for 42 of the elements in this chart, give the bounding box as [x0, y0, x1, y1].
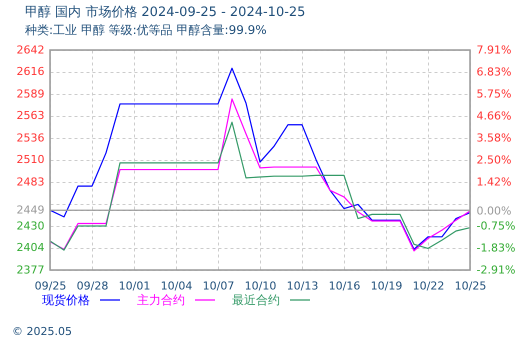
legend-label: 最近合约 [232, 293, 280, 307]
y2-tick-label: 0.00% [476, 204, 512, 218]
x-tick-label: 10/22 [412, 280, 444, 292]
y2-tick-label: -2.91% [476, 264, 516, 276]
x-tick-label: 10/10 [244, 280, 276, 292]
x-tick-label: 09/25 [34, 280, 66, 292]
y2-tick-label: -0.75% [476, 220, 516, 233]
y-tick-label: 2449 [16, 204, 44, 217]
y-tick-label: 2616 [16, 65, 44, 78]
y-tick-label: 2536 [16, 132, 44, 144]
x-tick-label: 10/04 [160, 280, 192, 292]
x-tick-label: 09/28 [76, 280, 108, 292]
y2-tick-label: 1.42% [476, 175, 512, 188]
x-tick-label: 10/07 [202, 280, 234, 292]
y-tick-label: 2589 [16, 88, 44, 100]
y2-tick-label: 2.50% [476, 154, 512, 166]
y-tick-label: 2510 [16, 153, 44, 166]
y-tick-label: 2642 [16, 44, 44, 56]
x-tick-label: 10/19 [370, 280, 402, 292]
y2-tick-label: 7.91% [476, 44, 512, 56]
y-tick-label: 2483 [16, 176, 44, 188]
chart-subtitle: 种类:工业 甲醇 等级:优等品 甲醇含量:99.9% [25, 23, 267, 37]
y2-tick-label: 4.66% [476, 110, 512, 123]
text: © 2025.05 [12, 325, 72, 338]
line-series [49, 122, 471, 251]
y-tick-label: 2404 [16, 241, 44, 254]
x-tick-label: 10/16 [328, 280, 360, 292]
legend-label: 主力合约 [137, 293, 185, 307]
chart-title: 甲醇 国内 市场价格 2024-09-25 - 2024-10-25 [25, 5, 306, 20]
y2-tick-label: 5.75% [476, 87, 512, 100]
y2-tick-label: -1.83% [476, 242, 516, 255]
x-tick-label: 10/25 [454, 280, 486, 292]
x-tick-label: 10/01 [118, 280, 150, 292]
y-tick-label: 2377 [16, 264, 44, 276]
line-series [49, 68, 471, 250]
y-tick-label: 2563 [16, 109, 44, 122]
x-tick-label: 10/13 [286, 280, 318, 292]
line-series [49, 98, 471, 252]
y2-tick-label: 6.83% [476, 65, 512, 78]
y-tick-label: 2430 [16, 220, 44, 232]
legend-label: 现货价格 [42, 293, 90, 307]
y2-tick-label: 3.58% [476, 132, 512, 145]
